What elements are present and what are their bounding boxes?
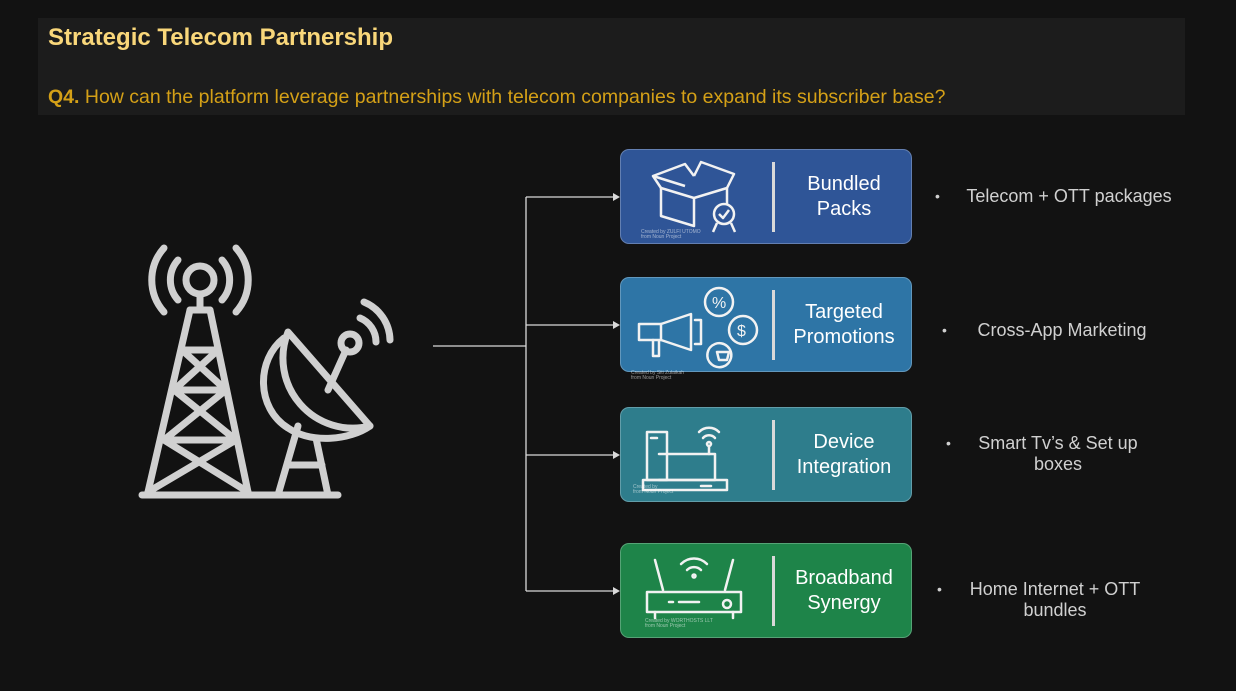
- icon-credit: Created by Siti Zulaikah from Noun Projec…: [631, 370, 685, 381]
- wifi-router-icon: [645, 557, 743, 620]
- question-prefix: Q4.: [48, 86, 80, 108]
- card-broadband-synergy: Created by WORTHOSTS LLT from Noun Projec…: [620, 543, 912, 638]
- card-label: Targeted Promotions: [777, 300, 911, 350]
- bullet-dot: •: [942, 322, 947, 338]
- card-label-line1: Targeted: [805, 300, 883, 323]
- connector-lines: [433, 193, 620, 595]
- bullet-dot: •: [935, 188, 940, 204]
- card-bundled-packs: Created by ZULFI UTOMO from Noun Project …: [620, 149, 912, 244]
- header-panel: Strategic Telecom Partnership Q4. How ca…: [38, 18, 1185, 115]
- bullet-text: Smart Tv’s & Set up boxes: [978, 433, 1138, 474]
- question-text: Q4. How can the platform leverage partne…: [48, 86, 945, 109]
- bullet-item: • Cross-App Marketing: [942, 320, 1172, 341]
- bullet-item: • Telecom + OTT packages: [935, 186, 1185, 207]
- card-targeted-promotions: % $ Created by Siti Zulaikah from Noun Pr…: [620, 277, 912, 381]
- bullet-dot: •: [946, 435, 951, 451]
- card-divider: [772, 290, 775, 360]
- bullet-item: • Smart Tv’s & Set up boxes: [946, 433, 1156, 475]
- package-box-icon: [651, 160, 737, 233]
- svg-text:$: $: [737, 323, 746, 340]
- card-label-line1: Broadband: [795, 566, 893, 589]
- question-body: How can the platform leverage partnershi…: [84, 86, 946, 108]
- card-label: Broadband Synergy: [777, 566, 911, 616]
- bullet-text: Cross-App Marketing: [977, 320, 1147, 340]
- computer-device-icon: [641, 426, 729, 492]
- card-label-line2: Packs: [816, 197, 872, 220]
- card-label-line2: Promotions: [793, 325, 895, 348]
- telecom-tower-icon: [138, 244, 394, 499]
- icon-credit: Created by ZULFI UTOMO from Noun Project: [641, 229, 701, 240]
- card-label-line1: Bundled: [807, 172, 881, 195]
- card-label-line2: Integration: [796, 455, 892, 478]
- icon-credit: Created by from Noun Project: [633, 484, 674, 495]
- card-divider: [772, 556, 775, 626]
- svg-text:%: %: [712, 295, 726, 312]
- card-divider: [772, 420, 775, 490]
- card-label-line1: Device: [813, 430, 875, 453]
- bullet-dot: •: [937, 581, 942, 597]
- card-label: Device Integration: [777, 430, 911, 480]
- icon-credit: Created by WORTHOSTS LLT from Noun Projec…: [645, 618, 713, 629]
- card-divider: [772, 162, 775, 232]
- bullet-text: Telecom + OTT packages: [966, 186, 1172, 206]
- bullet-text: Home Internet + OTT bundles: [969, 579, 1141, 620]
- bullet-item: • Home Internet + OTT bundles: [937, 579, 1157, 621]
- card-label: Bundled Packs: [777, 172, 911, 222]
- megaphone-icon: % $: [637, 286, 759, 369]
- page-title: Strategic Telecom Partnership: [48, 24, 393, 51]
- card-label-line2: Synergy: [807, 591, 881, 614]
- card-device-integration: Created by from Noun Project Device Integ…: [620, 407, 912, 502]
